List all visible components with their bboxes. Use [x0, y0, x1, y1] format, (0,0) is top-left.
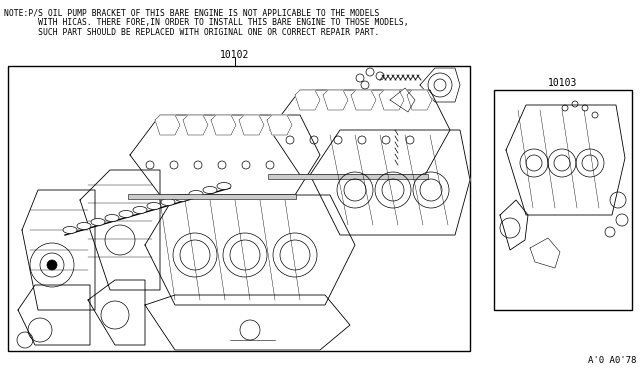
Polygon shape — [506, 105, 625, 215]
Ellipse shape — [63, 227, 77, 234]
Polygon shape — [420, 68, 460, 102]
Polygon shape — [130, 115, 320, 195]
Polygon shape — [407, 90, 432, 110]
Polygon shape — [323, 90, 348, 110]
Ellipse shape — [161, 199, 175, 205]
Polygon shape — [145, 195, 355, 305]
Bar — [268, 174, 428, 179]
Polygon shape — [351, 90, 376, 110]
Ellipse shape — [119, 211, 133, 218]
Text: 10102: 10102 — [220, 50, 250, 60]
Ellipse shape — [175, 195, 189, 202]
Polygon shape — [88, 280, 145, 345]
Polygon shape — [270, 90, 450, 175]
Polygon shape — [390, 88, 415, 112]
Bar — [8, 66, 470, 351]
Polygon shape — [310, 130, 470, 235]
Polygon shape — [530, 238, 560, 268]
Text: NOTE:P/S OIL PUMP BRACKET OF THIS BARE ENGINE IS NOT APPLICABLE TO THE MODELS: NOTE:P/S OIL PUMP BRACKET OF THIS BARE E… — [4, 8, 380, 17]
Ellipse shape — [189, 190, 203, 198]
Polygon shape — [500, 200, 528, 250]
Polygon shape — [379, 90, 404, 110]
Text: 10103: 10103 — [548, 78, 578, 88]
Polygon shape — [239, 115, 264, 135]
Polygon shape — [22, 190, 95, 310]
Polygon shape — [145, 295, 350, 350]
Bar — [494, 90, 632, 310]
Ellipse shape — [147, 202, 161, 209]
Text: WITH HICAS. THERE FORE,IN ORDER TO INSTALL THIS BARE ENGINE TO THOSE MODELS,: WITH HICAS. THERE FORE,IN ORDER TO INSTA… — [4, 18, 408, 27]
Polygon shape — [211, 115, 236, 135]
Text: SUCH PART SHOULD BE REPLACED WITH ORIGINAL ONE OR CORRECT REPAIR PART.: SUCH PART SHOULD BE REPLACED WITH ORIGIN… — [4, 28, 380, 37]
Polygon shape — [155, 115, 180, 135]
Polygon shape — [183, 115, 208, 135]
Ellipse shape — [217, 183, 231, 189]
Polygon shape — [295, 90, 320, 110]
Bar — [128, 194, 296, 199]
Ellipse shape — [105, 215, 119, 221]
Circle shape — [47, 260, 57, 270]
Ellipse shape — [77, 222, 91, 230]
Polygon shape — [80, 170, 160, 290]
Ellipse shape — [91, 218, 105, 225]
Ellipse shape — [203, 186, 217, 193]
Polygon shape — [267, 115, 292, 135]
Polygon shape — [18, 285, 90, 345]
Text: A'0 A0'78: A'0 A0'78 — [588, 356, 636, 365]
Ellipse shape — [133, 206, 147, 214]
